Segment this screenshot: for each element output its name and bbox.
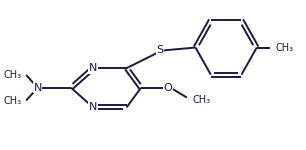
Text: CH₃: CH₃ [276,42,294,52]
Text: CH₃: CH₃ [3,70,21,80]
Text: N: N [33,83,42,93]
Text: N: N [89,102,97,112]
Text: N: N [89,63,97,73]
Text: O: O [163,83,172,93]
Text: S: S [157,45,164,56]
Text: CH₃: CH₃ [193,94,211,105]
Text: CH₃: CH₃ [3,96,21,105]
